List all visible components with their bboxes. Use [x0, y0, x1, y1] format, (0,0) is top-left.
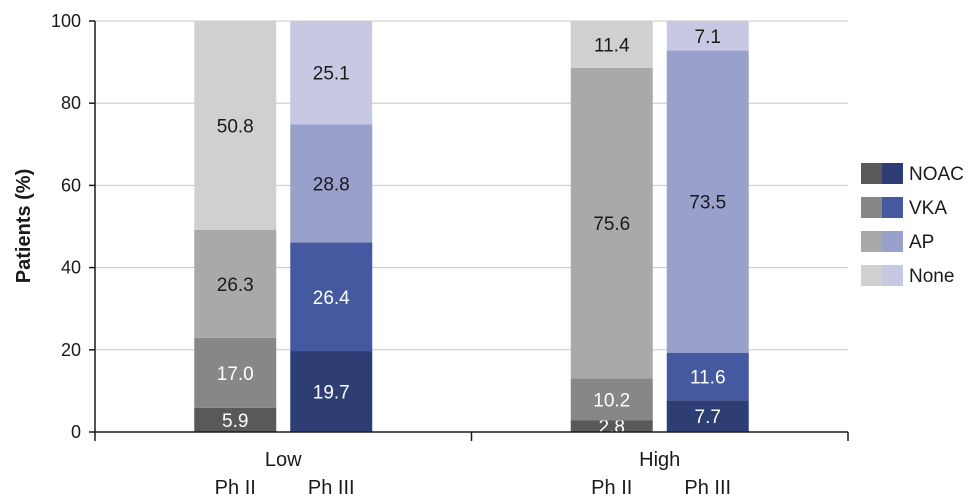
- bar-segment: [290, 124, 373, 243]
- data-label: 7.7: [695, 407, 721, 428]
- legend-swatch-gray: [861, 231, 882, 252]
- data-label: 73.5: [689, 193, 726, 214]
- bar-segment: [194, 337, 277, 408]
- y-tick-label: 0: [71, 422, 81, 442]
- data-label: 11.4: [594, 35, 630, 56]
- legend-label: AP: [909, 232, 934, 253]
- bar-segment: [570, 378, 653, 421]
- bar-sublabel: Ph III: [684, 477, 731, 497]
- legend-label: NOAC: [909, 164, 964, 185]
- legend-swatch-blue: [882, 231, 903, 252]
- data-label: 17.0: [217, 364, 254, 385]
- bar-segment: [194, 229, 277, 338]
- data-label: 2.8: [599, 417, 625, 438]
- bars: 5.9 17.0 26.3 50.8 19.7 26.4 28.8 25.1 2.8 10.2 75…: [194, 21, 749, 438]
- bar-segment: [570, 420, 653, 432]
- data-label: 75.6: [593, 214, 630, 235]
- legend-swatch-gray: [861, 163, 882, 184]
- bar-sublabel: Ph III: [308, 477, 355, 497]
- data-label: 7.1: [695, 27, 721, 48]
- y-tick-label: 80: [61, 93, 81, 113]
- data-label: 19.7: [313, 383, 350, 404]
- data-label: 26.3: [217, 275, 254, 296]
- data-label: 10.2: [593, 391, 630, 412]
- legend-swatch-gray: [861, 265, 882, 286]
- bar-segment: [666, 352, 749, 401]
- y-tick-label: 20: [61, 340, 81, 360]
- legend-swatch-gray: [861, 197, 882, 218]
- y-tick-label: 100: [51, 11, 81, 31]
- bar-segment: [570, 67, 653, 379]
- bar-segment: [290, 21, 373, 125]
- data-label: 5.9: [222, 411, 248, 432]
- legend-label: None: [909, 266, 954, 287]
- bar-segment: [666, 50, 749, 353]
- group-label: Low: [265, 449, 302, 471]
- legend: NOAC VKA AP None: [861, 163, 964, 287]
- bar-segment: [194, 407, 277, 432]
- group-label: High: [639, 449, 680, 471]
- bar-segment: [666, 21, 749, 51]
- bar-segment: [570, 21, 653, 68]
- y-axis-label: Patients (%): [13, 169, 35, 283]
- legend-swatch-blue: [882, 265, 903, 286]
- data-label: 50.8: [217, 116, 254, 137]
- data-label: 25.1: [313, 64, 350, 85]
- data-label: 11.6: [690, 368, 726, 389]
- legend-swatch-blue: [882, 197, 903, 218]
- bar-segment: [666, 400, 749, 432]
- bar-sublabel: Ph II: [215, 477, 256, 497]
- legend-swatch-blue: [882, 163, 903, 184]
- y-tick-label: 40: [61, 258, 81, 278]
- bar-segment: [290, 351, 373, 432]
- y-tick-label: 60: [61, 175, 81, 195]
- bar-segment: [290, 242, 373, 352]
- data-label: 26.4: [313, 288, 350, 309]
- data-label: 28.8: [313, 174, 350, 195]
- legend-label: VKA: [909, 198, 947, 219]
- bar-sublabel: Ph II: [591, 477, 632, 497]
- bar-segment: [194, 21, 277, 230]
